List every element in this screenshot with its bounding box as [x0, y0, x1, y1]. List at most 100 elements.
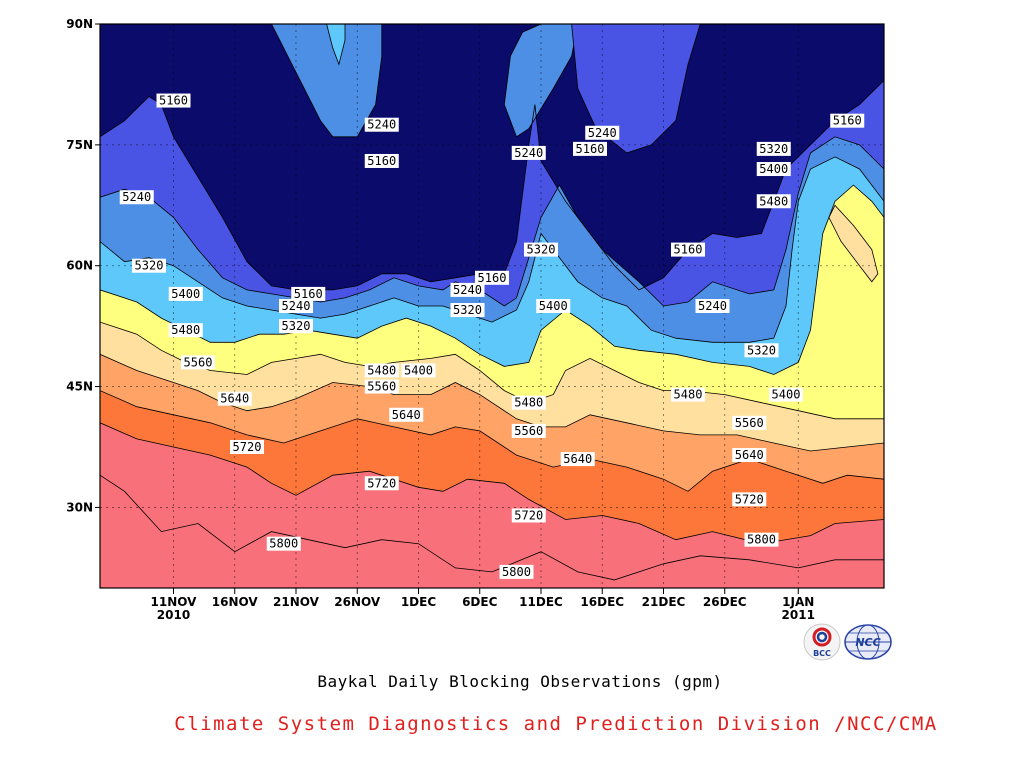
svg-text:5240: 5240: [588, 126, 617, 140]
blob-5160-dec2: [571, 24, 701, 154]
contour-label-5640: 5640: [560, 452, 595, 467]
contour-label-5320: 5320: [279, 319, 313, 334]
y-tick-label: 75N: [66, 138, 93, 152]
y-tick-label: 45N: [66, 380, 93, 394]
contour-label-5160: 5160: [830, 113, 865, 128]
contour-label-5160: 5160: [671, 242, 705, 257]
contour-label-5240: 5240: [585, 126, 620, 140]
contour-line-5160: [100, 80, 884, 291]
contour-label-5320: 5320: [132, 258, 166, 273]
svg-text:5400: 5400: [759, 162, 788, 176]
y-tick-label: 30N: [66, 500, 93, 514]
svg-text:5640: 5640: [220, 392, 249, 406]
contour-line-5800: [100, 474, 884, 581]
svg-text:5800: 5800: [747, 533, 776, 547]
x-tick-label: 26DEC: [703, 595, 747, 609]
x-tick-label: 21DEC: [642, 595, 686, 609]
y-tick-label: 90N: [66, 17, 93, 31]
contour-label-5480: 5480: [756, 194, 791, 209]
x-tick-label: 1JAN: [782, 595, 814, 609]
contour-label-5800: 5800: [744, 532, 779, 547]
contour-label-5240: 5240: [279, 299, 313, 313]
contour-label-5560: 5560: [364, 379, 399, 394]
contour-label-5400: 5400: [168, 286, 203, 301]
contour-label-5400: 5400: [401, 363, 436, 378]
contour-label-5160: 5160: [291, 286, 326, 301]
contour-label-5320: 5320: [744, 343, 779, 358]
contour-label-5240: 5240: [511, 145, 546, 160]
svg-text:5160: 5160: [159, 94, 188, 108]
contour-label-5560: 5560: [732, 415, 767, 430]
svg-text:5720: 5720: [735, 492, 764, 506]
svg-text:5320: 5320: [527, 243, 556, 257]
svg-text:5320: 5320: [747, 343, 776, 357]
x-tick-year: 2011: [782, 608, 815, 622]
svg-text:5160: 5160: [833, 114, 862, 128]
svg-text:5160: 5160: [294, 287, 323, 301]
x-tick-label: 11NOV: [151, 595, 198, 609]
contour-label-5240: 5240: [695, 299, 730, 313]
contour-line-5240: [100, 136, 884, 307]
contour-label-5160: 5160: [475, 270, 509, 285]
contour-line-5320: [100, 156, 884, 343]
x-tick-label: 11DEC: [519, 595, 563, 609]
contour-label-5800: 5800: [499, 564, 534, 579]
contour-label-5160: 5160: [156, 93, 191, 108]
svg-text:5480: 5480: [759, 194, 788, 208]
contour-line-5480: [100, 321, 884, 420]
contour-label-5400: 5400: [769, 387, 803, 402]
svg-text:5480: 5480: [514, 396, 543, 410]
svg-text:5640: 5640: [735, 448, 764, 462]
svg-text:5720: 5720: [233, 440, 262, 454]
svg-text:5560: 5560: [735, 416, 764, 430]
svg-text:5400: 5400: [539, 299, 568, 313]
contour-label-5720: 5720: [511, 508, 546, 523]
contour-label-5720: 5720: [230, 440, 264, 454]
contour-line-5400: [100, 184, 884, 379]
svg-text:5400: 5400: [772, 388, 801, 402]
contour-label-5640: 5640: [732, 448, 767, 463]
svg-text:5160: 5160: [674, 243, 703, 257]
svg-text:5720: 5720: [514, 508, 543, 522]
svg-text:5240: 5240: [122, 190, 151, 204]
svg-text:5160: 5160: [576, 142, 605, 156]
svg-text:5240: 5240: [282, 299, 311, 313]
source-credit: Climate System Diagnostics and Predictio…: [174, 713, 938, 735]
x-tick-label: 1DEC: [401, 595, 437, 609]
contour-label-5480: 5480: [168, 323, 203, 338]
svg-text:5560: 5560: [514, 424, 543, 438]
svg-text:5320: 5320: [759, 142, 788, 156]
x-tick-label: 16DEC: [580, 595, 624, 609]
svg-text:5480: 5480: [367, 363, 396, 377]
bcc-logo-text: BCC: [813, 649, 831, 658]
blob-5240-nov: [271, 24, 383, 138]
contour-label-5320: 5320: [450, 303, 485, 318]
contour-label-5240: 5240: [450, 282, 485, 297]
contour-label-5240: 5240: [364, 118, 399, 132]
svg-text:5480: 5480: [674, 388, 703, 402]
bcc-logo: BCC: [803, 623, 841, 661]
contour-label-5640: 5640: [217, 391, 252, 406]
blob-5320-nov: [326, 24, 346, 66]
svg-text:5720: 5720: [367, 476, 396, 490]
svg-text:5160: 5160: [367, 154, 396, 168]
x-tick-label: 21NOV: [273, 595, 320, 609]
svg-text:5560: 5560: [367, 380, 396, 394]
svg-text:5560: 5560: [184, 355, 213, 369]
x-tick-label: 6DEC: [462, 595, 498, 609]
svg-text:5240: 5240: [367, 118, 396, 132]
contour-line-5720: [100, 422, 884, 545]
contour-label-5480: 5480: [671, 387, 705, 402]
y-tick-label: 60N: [66, 259, 93, 273]
x-tick-year: 2010: [157, 608, 190, 622]
svg-text:5400: 5400: [404, 363, 433, 377]
contour-label-5720: 5720: [364, 476, 399, 491]
contour-label-5240: 5240: [119, 190, 154, 205]
contour-label-5560: 5560: [511, 423, 546, 438]
x-tick-label: 16NOV: [212, 595, 259, 609]
plot-frame: [99, 23, 885, 589]
contour-label-5400: 5400: [756, 162, 791, 177]
blob-5480-jan: [828, 204, 879, 283]
contour-label-5160: 5160: [364, 153, 399, 168]
svg-text:5320: 5320: [282, 319, 311, 333]
